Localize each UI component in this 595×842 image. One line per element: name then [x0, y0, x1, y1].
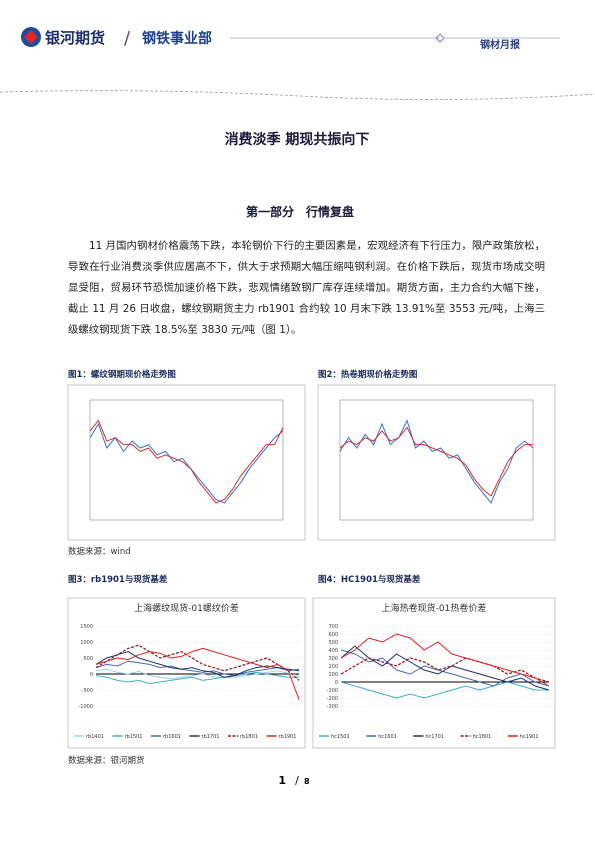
series-line: [340, 633, 550, 687]
y-tick-label: 400: [328, 648, 338, 654]
y-tick-label: 100: [328, 672, 338, 678]
y-tick-label: 500: [83, 656, 93, 662]
divider: [0, 90, 595, 100]
y-tick-label: 300: [328, 656, 338, 662]
plot-frame: [339, 399, 534, 521]
series-line: [95, 671, 299, 685]
chart-title: 上海螺纹现货-01螺纹价差: [134, 602, 239, 614]
y-tick-label: -1000: [78, 704, 93, 710]
legend-label: hc1501: [331, 734, 350, 740]
y-tick-label: -500: [82, 688, 93, 694]
plot-frame: [89, 399, 284, 521]
legend-label: rb1901: [279, 734, 297, 740]
legend-label: hc1601: [378, 734, 397, 740]
series-line: [95, 651, 300, 678]
caption: 图4：HC1901与现货基差: [318, 575, 421, 585]
caption: 图1：螺纹钢期现价格走势图: [68, 370, 176, 380]
series-line: [95, 647, 300, 700]
series-line: [340, 645, 550, 691]
department: 钢铁事业部: [142, 30, 212, 47]
y-tick-label: 500: [328, 640, 338, 646]
source: 数据来源：wind: [68, 547, 131, 557]
section-title: 第一部分 行情复盘: [246, 204, 354, 219]
legend-label: hc1701: [425, 734, 444, 740]
company: 银河期货: [45, 29, 105, 47]
series-line: [95, 660, 300, 677]
series-line: [340, 649, 550, 687]
y-tick-label: 0: [335, 680, 338, 686]
y-tick-label: 1500: [80, 624, 93, 630]
logo-mark: [24, 30, 38, 44]
y-tick-label: 200: [328, 664, 338, 670]
chart-frame: [67, 597, 306, 749]
y-tick-label: 600: [328, 632, 338, 638]
y-tick-label: 700: [328, 624, 338, 630]
y-tick-label: -300: [327, 704, 338, 710]
diamond: [435, 33, 445, 43]
paragraph: 11 月国内钢材价格震荡下跌，本轮钢价下行的主要因素是，宏观经济有下行压力，限产…: [68, 240, 545, 336]
slash: /: [124, 28, 131, 49]
series-line: [95, 668, 300, 680]
y-tick-label: 1000: [80, 640, 93, 646]
legend-label: rb1701: [202, 734, 220, 740]
page-sep: /: [295, 774, 299, 787]
chart-frame: [317, 384, 556, 541]
legend-label: rb1601: [163, 734, 181, 740]
series-line: [89, 419, 284, 504]
series-line: [95, 644, 300, 681]
legend-label: hc1901: [520, 734, 539, 740]
series-line: [89, 422, 284, 504]
caption: 图3：rb1901与现货基差: [68, 575, 168, 585]
y-tick-label: 0: [90, 672, 93, 678]
legend-label: hc1801: [473, 734, 492, 740]
y-tick-label: -100: [327, 688, 338, 694]
chart-frame: [67, 384, 306, 541]
title: 消费淡季 期现共振向下: [225, 131, 370, 148]
caption: 图2：热卷期现价格走势图: [318, 370, 418, 380]
series-line: [340, 681, 549, 699]
source: 数据来源：银河期货: [68, 756, 145, 766]
legend-label: rb1501: [125, 734, 143, 740]
legend-label: rb1401: [86, 734, 104, 740]
y-tick-label: -200: [327, 696, 338, 702]
report-type: 钢材月报: [480, 38, 520, 51]
page-total: 8: [304, 777, 310, 786]
series-line: [339, 426, 533, 497]
page-current: 1: [278, 774, 286, 787]
chart-title: 上海热卷现货-01热卷价差: [382, 602, 487, 614]
legend-label: rb1801: [240, 734, 258, 740]
